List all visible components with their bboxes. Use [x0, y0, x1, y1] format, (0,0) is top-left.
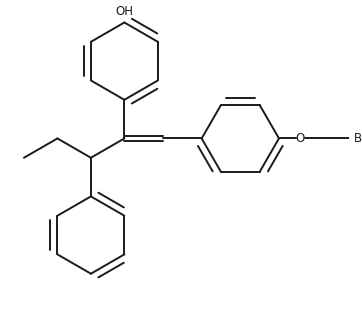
Text: O: O — [296, 132, 305, 145]
Text: Br: Br — [354, 132, 362, 145]
Text: OH: OH — [115, 5, 133, 18]
